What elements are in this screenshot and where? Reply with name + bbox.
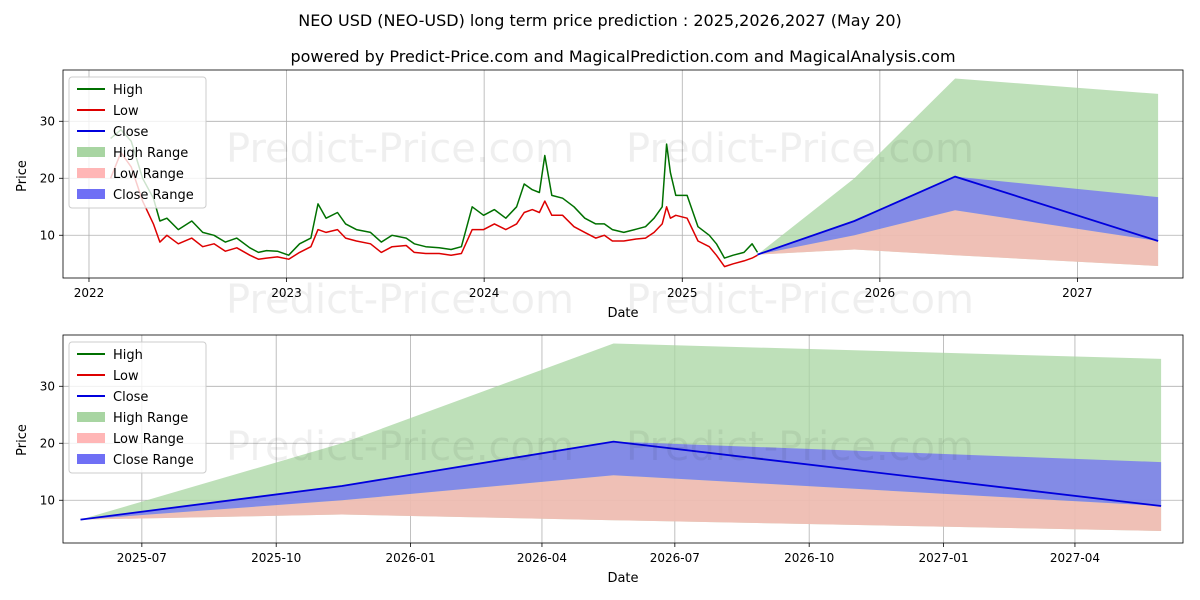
bottom-close-forecast-line <box>80 440 1162 521</box>
bottom-ytick-label: 30 <box>40 379 55 393</box>
bottom-close-range-band <box>80 441 1162 520</box>
top-plot-area: 2022 2023 2024 2025 2026 2027 10 20 30 High Low Clo… <box>40 69 1184 300</box>
top-ytick-label: 20 <box>40 171 55 185</box>
bottom-legend-label: Close <box>113 390 148 405</box>
bottom-watermark-2: Predict-Price.com <box>626 424 974 470</box>
bottom-legend-swatch <box>77 454 105 464</box>
bottom-panel: 2025-07 2025-10 2026-01 2026-04 2026-07 2026-… <box>15 334 1184 586</box>
top-low-series-line <box>109 151 758 268</box>
top-xtick-label: 2027 <box>1062 286 1093 300</box>
top-legend-label: Close Range <box>113 188 194 203</box>
top-legend: High Low Close High Range Low Range Close Ran… <box>68 76 207 209</box>
top-watermark-4: Predict-Price.com <box>626 277 974 323</box>
top-panel: 2022 2023 2024 2025 2026 2027 10 20 30 High Low Clo… <box>15 69 1184 323</box>
top-close-range-band <box>757 176 1159 255</box>
bottom-legend-swatch <box>77 412 105 422</box>
bottom-xtick-label: 2027-04 <box>1050 551 1100 565</box>
top-legend-label: Close <box>113 125 148 140</box>
bottom-plot-area: 2025-07 2025-10 2026-01 2026-04 2026-07 2026-… <box>40 334 1184 565</box>
bottom-xtick-label: 2025-10 <box>251 551 301 565</box>
top-low-range-band <box>757 210 1159 266</box>
bottom-watermark-1: Predict-Price.com <box>226 424 574 470</box>
top-high-series-line <box>110 129 759 259</box>
top-legend-swatch <box>77 168 105 178</box>
bottom-legend-label: Low <box>113 369 139 384</box>
top-xtick-label: 2022 <box>74 286 105 300</box>
bottom-ytick-label: 10 <box>40 493 55 507</box>
bottom-xtick-label: 2027-01 <box>918 551 968 565</box>
bottom-legend: High Low Close High Range Low Range Close Ran… <box>68 341 207 474</box>
top-legend-label: Low <box>113 104 139 119</box>
chart-subtitle: powered by Predict-Price.com and Magical… <box>290 47 955 66</box>
top-legend-label: Low Range <box>113 167 184 182</box>
bottom-legend-label: High <box>113 348 143 363</box>
bottom-xtick-label: 2026-01 <box>385 551 435 565</box>
top-ytick-label: 30 <box>40 114 55 128</box>
chart-title: NEO USD (NEO-USD) long term price predic… <box>298 11 902 30</box>
top-xtick-label: 2024 <box>469 286 500 300</box>
bottom-low-range-band <box>80 475 1162 531</box>
top-axes-frame <box>62 69 1184 279</box>
top-xtick-label: 2023 <box>271 286 302 300</box>
bottom-ylabel: Price <box>15 424 30 456</box>
top-xtick-label: 2025 <box>667 286 698 300</box>
top-ytick-label: 10 <box>40 228 55 242</box>
top-watermark-3: Predict-Price.com <box>226 277 574 323</box>
bottom-xtick-label: 2025-07 <box>117 551 167 565</box>
bottom-xtick-label: 2026-04 <box>517 551 567 565</box>
bottom-xlabel: Date <box>607 571 638 586</box>
top-legend-label: High <box>113 83 143 98</box>
bottom-legend-label: Low Range <box>113 432 184 447</box>
top-watermark-1: Predict-Price.com <box>226 126 574 172</box>
bottom-legend-label: Close Range <box>113 453 194 468</box>
top-legend-label: High Range <box>113 146 188 161</box>
top-watermark-2: Predict-Price.com <box>626 126 974 172</box>
top-legend-swatch <box>77 189 105 199</box>
top-xtick-label: 2026 <box>865 286 896 300</box>
top-xlabel: Date <box>607 306 638 321</box>
top-ylabel: Price <box>15 160 30 192</box>
top-close-forecast-line <box>757 175 1159 256</box>
bottom-legend-swatch <box>77 433 105 443</box>
bottom-axes-frame <box>62 334 1184 544</box>
top-legend-swatch <box>77 147 105 157</box>
bottom-xtick-label: 2026-10 <box>784 551 834 565</box>
bottom-xtick-label: 2026-07 <box>650 551 700 565</box>
bottom-ytick-label: 20 <box>40 436 55 450</box>
bottom-legend-label: High Range <box>113 411 188 426</box>
